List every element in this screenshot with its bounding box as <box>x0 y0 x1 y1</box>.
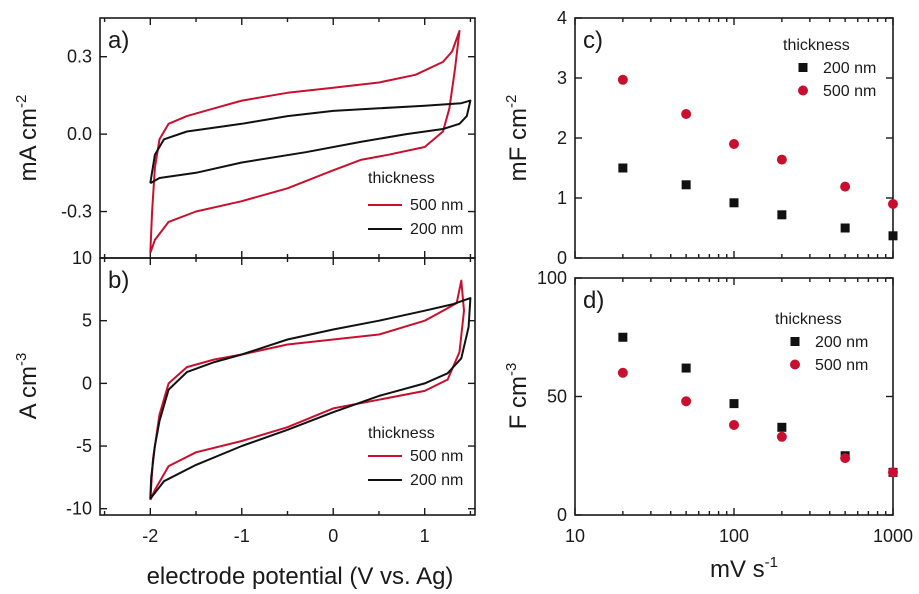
plot-frame <box>574 277 894 516</box>
legend-swatch-circle <box>790 359 800 370</box>
y-axis-title-sup: -2 <box>503 95 520 108</box>
x-tick-label: -1 <box>234 526 250 546</box>
panel-label: a) <box>108 27 129 54</box>
panel-c: 0 1 2 3 4 c) mF cm-2 thickness 200 nm 500 nm <box>503 8 898 268</box>
panel-label: b) <box>108 267 129 294</box>
y-tick-label: 0 <box>557 248 567 268</box>
y-tick-label: 10 <box>72 248 92 268</box>
y-tick-label: 0.3 <box>67 47 92 67</box>
panel-label: d) <box>583 287 604 314</box>
x-tick-label: -2 <box>142 526 158 546</box>
y-axis-title-sup: -3 <box>13 353 30 366</box>
legend-title: thickness <box>368 170 435 187</box>
data-point-circle <box>617 74 628 85</box>
data-point-circle <box>840 181 851 192</box>
data-point-circle <box>617 367 628 378</box>
data-point-circle <box>776 154 787 165</box>
legend-label: 500 nm <box>410 448 463 465</box>
y-tick-label: 2 <box>557 128 567 148</box>
legend-label: 500 nm <box>815 357 868 374</box>
y-tick-label: 4 <box>557 8 567 28</box>
y-tick-label: -0.3 <box>61 202 92 222</box>
data-point-circle <box>729 419 739 430</box>
x-tick-label: 1000 <box>873 526 913 546</box>
legend-title: thickness <box>368 425 435 442</box>
legend-label: 200 nm <box>815 334 868 351</box>
y-tick-label: 5 <box>82 311 92 331</box>
legend-swatch-square <box>790 337 800 346</box>
y-axis-title: F cm-3 <box>503 363 532 430</box>
data-point-circle <box>776 431 787 442</box>
series-line-500-nm <box>149 279 465 501</box>
data-point-square <box>681 363 691 373</box>
series-line-200-nm <box>149 99 472 185</box>
y-axis-title: mA cm-2 <box>13 95 42 182</box>
legend-title: thickness <box>783 37 850 54</box>
y-tick-label: 0.0 <box>67 124 92 144</box>
data-point-square <box>681 180 691 190</box>
legend-label: 200 nm <box>823 60 876 77</box>
legend: thickness 200 nm 500 nm <box>783 37 876 100</box>
legend-title: thickness <box>775 311 842 328</box>
legend-label: 500 nm <box>823 83 876 100</box>
legend-swatch-square <box>798 63 808 72</box>
legend: thickness 500 nm 200 nm <box>368 425 463 489</box>
legend-swatch-circle <box>798 85 808 96</box>
data-point-circle <box>888 467 898 478</box>
data-point-square <box>777 210 787 220</box>
panel-a: -0.3 0.0 0.3 a) mA cm-2 thickness 500 nm 200 nm <box>13 17 476 259</box>
data-point-square <box>840 223 850 233</box>
data-point-circle <box>840 453 851 464</box>
x-tick-label: 0 <box>328 526 338 546</box>
y-axis-title-sup: -3 <box>503 363 520 376</box>
y-tick-label: 50 <box>547 387 567 407</box>
x-tick-label: 10 <box>565 526 585 546</box>
data-point-square <box>729 198 739 208</box>
data-point-square <box>618 163 628 173</box>
legend-label: 200 nm <box>410 221 463 238</box>
x-tick-label: 1 <box>420 526 430 546</box>
series-line-500-nm <box>149 29 461 254</box>
data-point-square <box>888 231 898 241</box>
y-axis-title: A cm-3 <box>13 353 42 420</box>
y-tick-label: 0 <box>82 373 92 393</box>
legend: thickness 500 nm 200 nm <box>368 170 463 238</box>
y-tick-label: -5 <box>76 436 92 456</box>
y-tick-label: 100 <box>537 268 567 288</box>
x-axis-title: mV s-1 <box>710 554 778 583</box>
legend-label: 500 nm <box>410 197 463 214</box>
y-axis-title-sup: -2 <box>13 95 30 108</box>
y-axis-title: mF cm-2 <box>503 95 532 182</box>
x-tick-label: 100 <box>719 526 749 546</box>
data-point-square <box>729 399 739 409</box>
data-point-circle <box>729 139 739 149</box>
plot-frame <box>574 17 894 259</box>
data-point-square <box>777 422 787 432</box>
y-tick-label: 0 <box>557 505 567 525</box>
legend-label: 200 nm <box>410 472 463 489</box>
panel-label: c) <box>583 27 603 54</box>
data-point-square <box>618 332 628 342</box>
data-point-circle <box>888 199 898 209</box>
panel-d: 0 50 100 10 100 1000 d) F cm-3 mV s-1 thickness 20… <box>503 268 913 583</box>
y-tick-label: 1 <box>557 188 567 208</box>
data-point-circle <box>681 396 692 407</box>
y-tick-label: 3 <box>557 68 567 88</box>
legend: thickness 200 nm 500 nm <box>775 311 868 374</box>
y-tick-label: -10 <box>66 499 92 519</box>
x-axis-title-sup: -1 <box>765 554 778 571</box>
x-axis-title-left: electrode potential (V vs. Ag) <box>147 563 454 590</box>
data-point-circle <box>681 109 692 119</box>
series-line-200-nm <box>149 297 472 500</box>
